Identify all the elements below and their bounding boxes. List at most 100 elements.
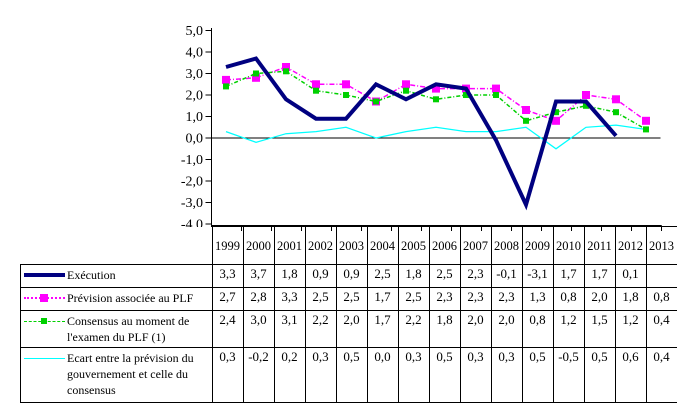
value-cell-execution: 1,7 (552, 264, 585, 288)
value-cell-execution: -3,1 (521, 264, 554, 288)
year-header-cell: 2008 (490, 226, 523, 265)
legend-cell-consensus: Consensus au moment de l'examen du PLF (… (20, 310, 213, 348)
year-header-cell: 2000 (242, 226, 275, 265)
y-tick-label: 5,0 (186, 24, 204, 39)
series-marker-2 (313, 87, 319, 94)
value-cell-prevision-plf: 2,5 (335, 287, 368, 311)
value-cell-prevision-plf: 2,5 (304, 287, 337, 311)
value-cell-execution: 1,8 (397, 264, 430, 288)
legend-label-ecart: Ecart entre la prévision du gouvernement… (67, 351, 194, 397)
value-cell-execution: 0,9 (335, 264, 368, 288)
series-marker-1 (402, 80, 410, 89)
year-header-cell: 2005 (397, 226, 430, 265)
value-cell-ecart: 0,3 (304, 347, 337, 403)
series-marker-1 (432, 84, 440, 93)
series-marker-1 (582, 91, 590, 99)
y-tick-label: 3,0 (186, 67, 204, 82)
legend-cell-ecart: Ecart entre la prévision du gouvernement… (20, 347, 213, 403)
value-cell-consensus: 1,8 (428, 310, 461, 348)
value-cell-ecart: -0,5 (552, 347, 585, 403)
value-cell-ecart: 0,5 (521, 347, 554, 403)
value-cell-consensus: 1,7 (366, 310, 399, 348)
y-tick-label: -2,0 (181, 175, 203, 190)
legend-label-execution: Exécution (67, 268, 116, 282)
legend-label-consensus: Consensus au moment de l'examen du PLF (… (67, 314, 190, 344)
value-cell-prevision-plf: 1,7 (366, 287, 399, 311)
value-cell-prevision-plf: 2,3 (428, 287, 461, 311)
table-row-execution: Exécution 3,3 3,7 1,8 0,9 0,9 2,5 1,8 2,5 2,3 -0,1… (20, 264, 677, 288)
year-header-cell: 2012 (614, 226, 647, 265)
value-cell-prevision-plf: 2,3 (490, 287, 523, 311)
year-header-cell: 2006 (428, 226, 461, 265)
value-cell-prevision-plf: 2,3 (459, 287, 492, 311)
value-cell-prevision-plf: 1,8 (614, 287, 647, 311)
year-header-cell: 2002 (304, 226, 337, 265)
series-marker-1 (642, 116, 650, 125)
series-marker-2 (343, 92, 349, 98)
value-cell-execution: 1,8 (273, 264, 306, 288)
value-cell-consensus: 3,1 (273, 310, 306, 348)
value-cell-ecart: 0,2 (273, 347, 306, 403)
value-cell-ecart: 0,3 (459, 347, 492, 403)
value-cell-ecart: 0,0 (366, 347, 399, 403)
value-cell-ecart: 0,3 (211, 347, 244, 403)
value-cell-execution (645, 264, 677, 288)
series-marker-2 (523, 117, 529, 124)
data-table: 1999 2000 2001 2002 2003 2004 2005 2006 2007 2008… (20, 226, 677, 403)
value-cell-execution: 3,7 (242, 264, 275, 288)
series-marker-1 (252, 73, 260, 82)
series-marker-1 (342, 80, 350, 89)
year-header-cell: 2009 (521, 226, 554, 265)
legend-label-prevision-plf: Prévision associée au PLF (67, 291, 194, 305)
value-cell-ecart: 0,3 (490, 347, 523, 403)
series-line-3 (225, 124, 647, 150)
series-marker-2 (553, 109, 559, 116)
year-header-cell: 2003 (335, 226, 368, 265)
series-marker-1 (492, 84, 500, 93)
series-marker-2 (463, 92, 469, 98)
value-cell-consensus: 2,0 (335, 310, 368, 348)
series-marker-2 (493, 92, 499, 98)
series-marker-2 (253, 70, 259, 77)
prevision-plf-legend-symbol (23, 290, 67, 306)
value-cell-ecart: 0,5 (583, 347, 616, 403)
series-line-0 (225, 56, 618, 211)
series-marker-2 (433, 96, 439, 103)
legend-cell-prevision-plf: Prévision associée au PLF (20, 287, 213, 311)
value-cell-ecart: 0,6 (614, 347, 647, 403)
series-marker-1 (552, 116, 560, 125)
y-tick-label: 2,0 (186, 89, 204, 104)
series-marker-1 (312, 80, 320, 89)
series-marker-2 (583, 102, 589, 109)
year-header-cell: 2001 (273, 226, 306, 265)
value-cell-prevision-plf: 0,8 (645, 287, 677, 311)
series-marker-1 (522, 106, 530, 114)
value-cell-execution: 0,9 (304, 264, 337, 288)
year-header-cell: 2011 (583, 226, 616, 265)
value-cell-prevision-plf: 2,0 (583, 287, 616, 311)
value-cell-execution: 2,3 (459, 264, 492, 288)
execution-legend-symbol (23, 267, 67, 283)
value-cell-execution: 2,5 (366, 264, 399, 288)
year-header-cell: 2004 (366, 226, 399, 265)
table-row-consensus: Consensus au moment de l'examen du PLF (… (20, 310, 677, 348)
year-header-cell: 2013 (645, 226, 677, 265)
value-cell-ecart: 0,5 (428, 347, 461, 403)
table-row-prevision-plf: Prévision associée au PLF 2,7 2,8 3,3 2,5 2,5… (20, 287, 677, 311)
year-header-cell: 1999 (211, 226, 244, 265)
value-cell-execution: -0,1 (490, 264, 523, 288)
value-cell-consensus: 1,5 (583, 310, 616, 348)
table-row-ecart: Ecart entre la prévision du gouvernement… (20, 347, 677, 403)
value-cell-consensus: 2,0 (490, 310, 523, 348)
value-cell-execution: 2,5 (428, 264, 461, 288)
value-cell-consensus: 2,0 (459, 310, 492, 348)
series-marker-1 (282, 63, 290, 71)
value-cell-consensus: 2,2 (304, 310, 337, 348)
legend-cell-execution: Exécution (20, 264, 213, 288)
y-tick-label: -3,0 (181, 196, 203, 211)
year-header-cell: 2007 (459, 226, 492, 265)
value-cell-consensus: 1,2 (614, 310, 647, 348)
value-cell-consensus: 0,4 (645, 310, 677, 348)
year-header-row: 1999 2000 2001 2002 2003 2004 2005 2006 2007 2008… (20, 226, 677, 265)
value-cell-prevision-plf: 2,5 (397, 287, 430, 311)
